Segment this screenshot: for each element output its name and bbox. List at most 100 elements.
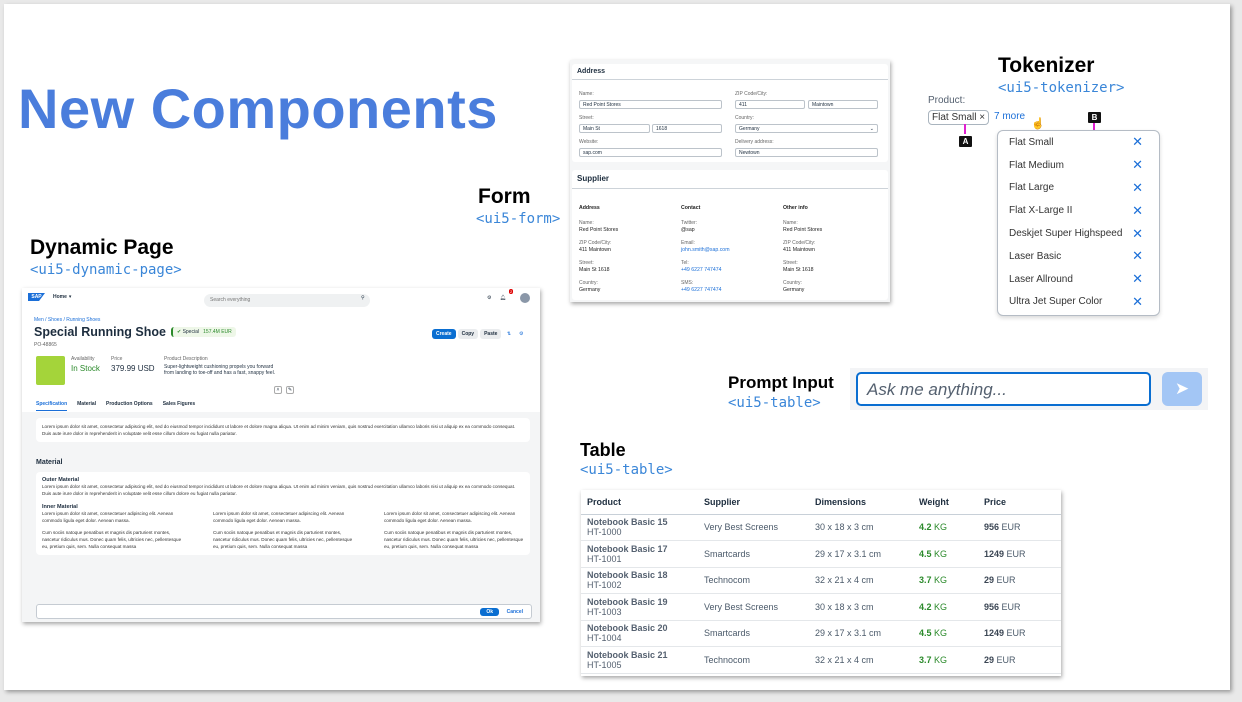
token-list-item[interactable]: Flat Medium ✕: [998, 154, 1159, 177]
tab-material[interactable]: Material: [77, 401, 97, 407]
street-input[interactable]: Main St: [579, 124, 650, 133]
chevron-down-icon: ▾: [68, 294, 72, 300]
notification-badge: 2: [509, 289, 514, 294]
settings-icon[interactable]: ⚙: [519, 331, 524, 337]
token-list-item[interactable]: Laser Basic ✕: [998, 245, 1159, 268]
house-number-input[interactable]: 1618: [652, 124, 722, 133]
send-button[interactable]: ➤: [1162, 372, 1202, 406]
gear-icon[interactable]: ⚙: [487, 295, 492, 301]
copy-button[interactable]: Copy: [457, 329, 479, 339]
more-link[interactable]: 7 more: [994, 111, 1026, 122]
supplier-cell: Smartcards: [698, 620, 809, 647]
token-list-label: Flat Large: [1009, 182, 1055, 194]
material-heading: Material: [36, 459, 63, 466]
inner-col-text: Cum sociis natoque penatibus et magnis d…: [384, 530, 524, 549]
avatar[interactable]: [520, 293, 530, 303]
field-label: Name:: [783, 220, 798, 226]
product-name: Notebook Basic 20: [587, 623, 668, 634]
token-list-item[interactable]: Flat Small ✕: [998, 131, 1159, 154]
sort-icon[interactable]: ⇅: [506, 331, 512, 337]
token-list-item[interactable]: Ultra Jet Super Color ✕: [998, 291, 1159, 314]
weight-cell: 4.5 KG: [913, 540, 978, 568]
field-value: Germany: [579, 287, 601, 293]
table-tag: <ui5-table>: [580, 462, 673, 478]
zip-input[interactable]: 411: [735, 100, 805, 109]
close-icon[interactable]: ✕: [1132, 157, 1143, 173]
field-label: Tel:: [681, 260, 689, 266]
token-list-item[interactable]: Flat Large ✕: [998, 177, 1159, 200]
inner-col-text: Lorem ipsum dolor sit amet, consectetuer…: [42, 511, 174, 523]
tokenizer-popover: Flat Small ✕ Flat Medium ✕ Flat Large ✕ Flat X…: [997, 130, 1160, 316]
availability-value: In Stock: [71, 364, 100, 373]
product-id: HT-1000: [587, 527, 622, 538]
dimensions-cell: 29 x 17 x 3.1 cm: [809, 540, 913, 568]
description-label: Product Description: [164, 356, 208, 362]
price-label: Price: [111, 356, 123, 362]
bell-icon[interactable]: 🔔︎: [500, 295, 507, 301]
close-icon[interactable]: ✕: [1132, 202, 1143, 218]
prompt-input[interactable]: Ask me anything...: [856, 372, 1151, 406]
close-icon[interactable]: ×: [979, 112, 986, 123]
delivery-input[interactable]: Newtown: [735, 148, 878, 157]
token-list-item[interactable]: Flat X-Large II ✕: [998, 199, 1159, 222]
close-icon[interactable]: ✕: [1132, 293, 1143, 309]
table-row[interactable]: Notebook Basic 18 HT-1002 Technocom 32 x …: [581, 567, 1061, 594]
collapse-header-button[interactable]: ˄: [274, 386, 282, 394]
tokenizer-tag: <ui5-tokenizer>: [998, 80, 1125, 96]
table-row[interactable]: Notebook Basic 17 HT-1001 Smartcards 29 x…: [581, 540, 1061, 568]
tel-link[interactable]: +49 6227 747474: [681, 267, 722, 273]
column-header[interactable]: Product: [581, 490, 698, 515]
sms-link[interactable]: +49 6227 747474: [681, 287, 722, 293]
inner-col-text: Cum sociis natoque penatibus et magnis d…: [213, 530, 353, 549]
ok-button[interactable]: Ok: [480, 608, 499, 616]
column-header[interactable]: Weight: [913, 490, 978, 515]
country-select[interactable]: Germany ⌄: [735, 124, 878, 133]
token-list-label: Deskjet Super Highspeed: [1009, 228, 1123, 240]
weight-cell: 4.5 KG: [913, 620, 978, 647]
tab-specification[interactable]: Specification: [36, 401, 68, 411]
home-menu[interactable]: Home: [53, 294, 67, 300]
price-cell: 956 EUR: [978, 514, 1061, 541]
column-header[interactable]: Dimensions: [809, 490, 913, 515]
create-button[interactable]: Create: [432, 329, 456, 339]
table-row[interactable]: Notebook Basic 21 HT-1005 Technocom 32 x …: [581, 646, 1061, 674]
sap-logo: SAP: [28, 293, 45, 301]
tab-production-options[interactable]: Production Options: [106, 401, 153, 407]
dimensions-cell: 30 x 18 x 3 cm: [809, 593, 913, 621]
inner-col-text: Lorem ipsum dolor sit amet, consectetuer…: [213, 511, 345, 523]
supplier-cell: Technocom: [698, 646, 809, 674]
token-list-item[interactable]: Laser Allround ✕: [998, 268, 1159, 291]
email-link[interactable]: john.smith@sap.com: [681, 247, 730, 253]
price-cell: 1249 EUR: [978, 540, 1061, 568]
close-icon[interactable]: ✕: [1132, 271, 1143, 287]
website-input[interactable]: sap.com: [579, 148, 722, 157]
col-contact: Contact: [681, 205, 701, 211]
product-id: HT-1002: [587, 580, 622, 591]
product-name: Notebook Basic 18: [587, 570, 668, 581]
pin-header-button[interactable]: ✎: [286, 386, 294, 394]
website-label: Website:: [579, 139, 599, 145]
city-input[interactable]: Maintown: [808, 100, 878, 109]
close-icon[interactable]: ✕: [1132, 225, 1143, 241]
supplier-cell: Very Best Screens: [698, 514, 809, 541]
table-row[interactable]: Notebook Basic 19 HT-1003 Very Best Scree…: [581, 593, 1061, 621]
table-row[interactable]: Notebook Basic 20 HT-1004 Smartcards 29 x…: [581, 620, 1061, 647]
delivery-label: Delivery address:: [735, 139, 774, 145]
close-icon[interactable]: ✕: [1132, 179, 1143, 195]
paste-button[interactable]: Paste: [480, 329, 502, 339]
token-list-item[interactable]: Deskjet Super Highspeed ✕: [998, 222, 1159, 245]
product-label: Product:: [928, 95, 966, 106]
token[interactable]: Flat Small ×: [928, 110, 990, 125]
breadcrumb[interactable]: Men / Shoes / Running Shoes: [34, 317, 101, 323]
close-icon[interactable]: ✕: [1132, 134, 1143, 150]
table-row[interactable]: Notebook Basic 15 HT-1000 Very Best Scree…: [581, 514, 1061, 541]
search-input[interactable]: Search everything: [204, 294, 370, 307]
cancel-button[interactable]: Cancel: [506, 609, 523, 615]
close-icon[interactable]: ✕: [1132, 248, 1143, 264]
column-header[interactable]: Supplier: [698, 490, 809, 515]
form-tag: <ui5-form>: [476, 211, 561, 227]
supplier-cell: Technocom: [698, 567, 809, 594]
column-header[interactable]: Price: [978, 490, 1061, 515]
tab-sales-figures[interactable]: Sales Figures: [162, 401, 196, 407]
name-input[interactable]: Red Point Stores: [579, 100, 722, 109]
